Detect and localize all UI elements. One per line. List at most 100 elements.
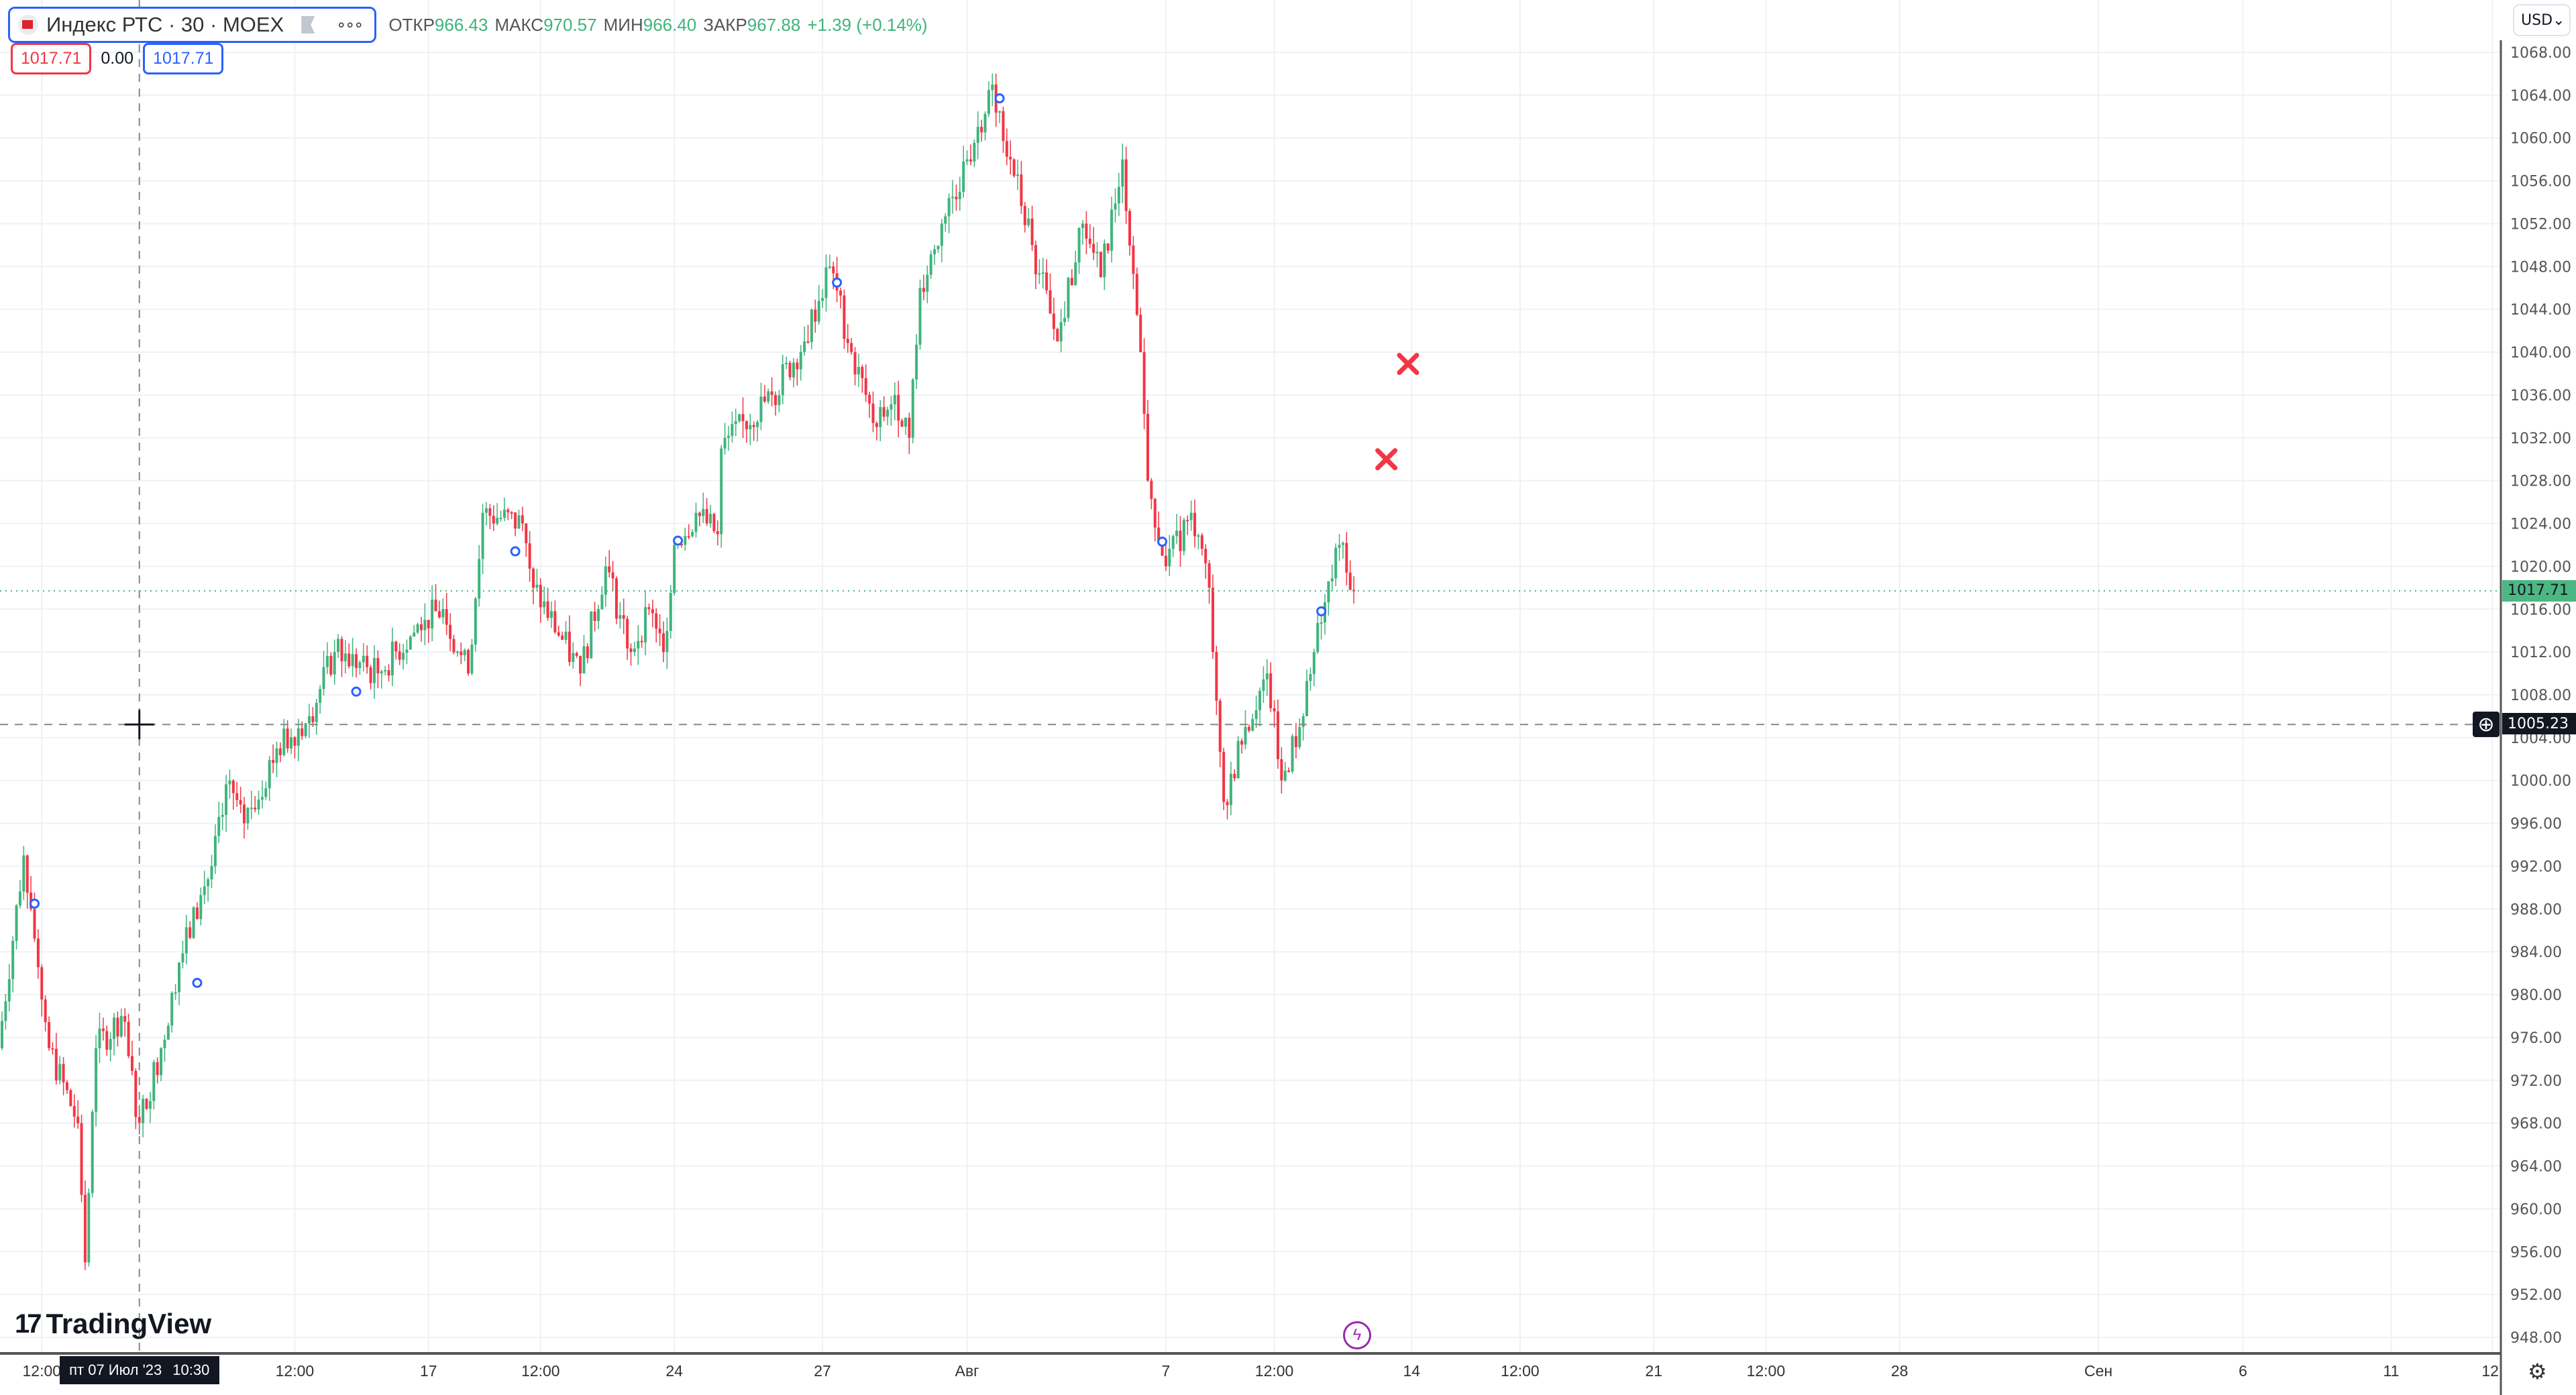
candle-down [658,628,661,634]
candle-up [1074,262,1077,286]
sell-button[interactable]: 1017.71 [11,43,92,74]
candle-down [1269,673,1273,709]
candle-up [1182,520,1185,551]
candle-down [1211,588,1214,653]
candle-down [716,531,719,535]
ohlc-values: ОТКР966.43 МАКС970.57 МИН966.40 ЗАКР967.… [388,14,928,35]
candle-down [286,728,289,749]
candle-down [25,855,29,893]
candle-down [1034,245,1037,275]
candle-up [268,760,271,789]
candle-down [1204,549,1208,563]
more-icon[interactable]: ∘∘∘ [336,15,364,34]
buy-button[interactable]: 1017.71 [143,43,224,74]
candle-up [148,1101,152,1109]
candle-down [376,658,380,674]
cross-marker-icon [1375,448,1398,471]
candle-down [752,425,755,427]
candle-up [1298,726,1301,747]
candle-up [4,1001,7,1021]
candle-up [351,654,354,667]
candle-up [170,993,174,1026]
candle-down [586,646,589,659]
candle-down [1128,211,1132,246]
time-tick-label: Авг [955,1362,979,1380]
candle-down [900,421,904,427]
order-marker-circle [510,546,521,557]
candle-up [1236,740,1240,779]
candle-up [290,737,293,749]
candle-down [882,406,885,417]
candle-up [572,653,575,663]
tradingview-logo[interactable]: 17 TradingView [15,1308,211,1340]
candle-down [1247,726,1250,731]
bookmark-icon[interactable] [301,16,315,34]
candle-up [1081,223,1085,229]
candle-down [539,584,542,608]
candle-down [329,656,333,675]
candle-up [384,670,387,672]
candle-down [514,512,517,528]
time-tick-label: 27 [814,1362,831,1380]
chevron-down-icon: ⌄ [2553,11,2565,29]
candle-up [337,638,340,653]
candle-up [423,620,427,630]
candle-down [774,394,777,405]
candle-up [777,395,781,405]
candle-down [394,641,398,652]
candle-up [113,1017,116,1040]
candle-up [1309,674,1312,681]
candle-down [1348,572,1352,590]
chart-legend: Индекс РТС · 30 · MOEX ∘∘∘ ОТКР966.43 МА… [8,7,928,43]
price-tick-label: 1032.00 [2510,431,2571,447]
candle-up [207,879,210,887]
candle-down [629,648,633,653]
candle-up [257,799,260,810]
candle-down [980,127,983,133]
candle-up [998,111,1002,113]
candle-down [278,748,282,755]
candle-up [455,651,459,653]
candle-up [470,645,474,674]
candle-down [293,737,297,746]
candle-up [409,636,412,650]
candle-up [502,509,506,518]
crosshair-time-label: пт 07 Июл '23 10:30 [59,1356,219,1384]
candle-down [62,1064,65,1082]
candle-up [936,245,940,249]
candle-down [1352,590,1356,592]
candle-down [770,391,773,395]
price-tick-label: 1060.00 [2510,131,2571,148]
candle-down [1157,527,1161,541]
last-price-label: 1017.71 [2502,579,2576,602]
price-tick-label: 1020.00 [2510,559,2571,575]
price-tick-label: 956.00 [2510,1244,2562,1261]
candle-up [362,655,365,663]
candle-up [496,518,499,524]
candle-down [955,197,958,200]
settings-icon[interactable]: ⚙ [2528,1359,2547,1384]
candle-up [987,90,990,114]
candle-up [803,341,806,352]
symbol-selector[interactable]: Индекс РТС · 30 · MOEX ∘∘∘ [8,7,377,43]
candle-down [1164,555,1167,567]
flag-icon [18,15,38,35]
candle-down [1287,770,1291,772]
candle-up [297,728,300,746]
candle-up [11,940,15,979]
change-value: +1.39 (+0.14%) [807,14,928,35]
candle-up [723,437,727,449]
candle-up [886,409,890,417]
add-plus-icon[interactable]: ⊕ [2473,712,2500,738]
currency-selector[interactable]: USD ⌄ [2513,4,2571,36]
candle-down [355,654,358,669]
candle-down [1009,156,1012,160]
candle-down [687,536,690,538]
candle-down [235,793,239,801]
price-tick-label: 972.00 [2510,1073,2562,1090]
candle-down [72,1106,76,1117]
spread-value: 0.00 [101,49,134,68]
candle-up [890,404,893,410]
lightning-icon[interactable]: ϟ [1343,1321,1371,1349]
